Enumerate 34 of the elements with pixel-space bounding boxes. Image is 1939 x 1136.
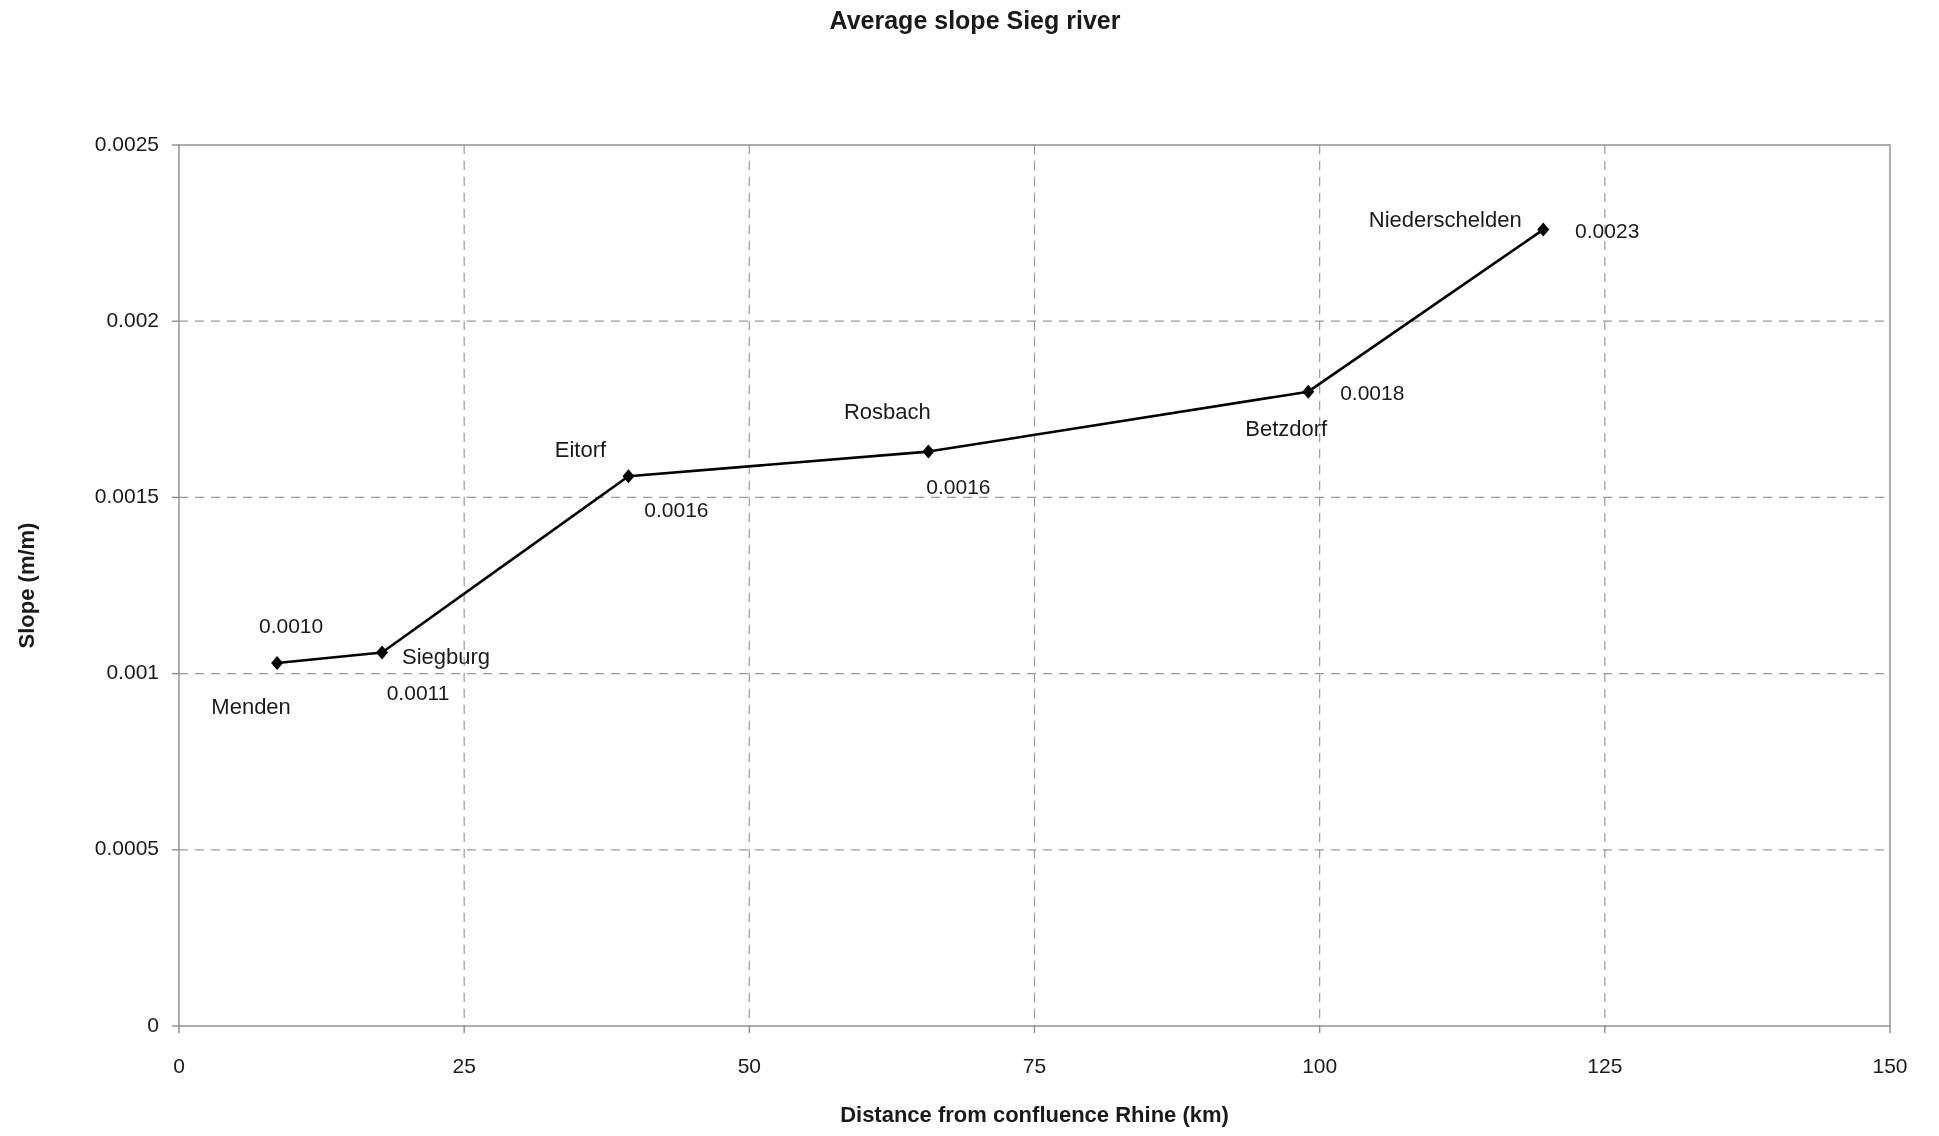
y-axis-title: Slope (m/m) [13,522,39,649]
y-tick-label: 0 [147,1012,159,1036]
y-tick-label: 0.0025 [94,131,159,155]
annotation: Menden [211,693,291,719]
data-label: 0.0016 [926,475,991,499]
y-tick-label: 0.0015 [94,483,159,507]
point [922,444,935,459]
point [1537,222,1550,237]
x-axis-title: Distance from confluence Rhine (km) [840,1101,1229,1127]
point [622,469,635,484]
x-tick-label: 50 [737,1053,762,1077]
point [271,656,284,671]
x-tick-label: 100 [1302,1053,1338,1077]
x-tick-label: 25 [452,1053,476,1077]
chart-title: Average slope Sieg river [829,5,1121,34]
point [376,645,389,660]
y-tick-label: 0.0005 [94,836,159,860]
annotation: Siegburg [402,644,491,670]
data-label: 0.0016 [644,497,709,521]
data-label: 0.0018 [1340,381,1405,405]
annotation: Betzdorf [1245,416,1329,442]
data-label: 0.0023 [1575,219,1640,243]
annotation: Rosbach [844,399,931,425]
x-tick-label: 150 [1872,1053,1908,1077]
data-label: 0.0011 [386,681,450,704]
data-label: 0.0010 [258,613,324,637]
y-tick-label: 0.001 [106,660,159,684]
annotation: Niederschelden [1368,207,1522,233]
x-tick-label: 0 [173,1053,185,1077]
x-tick-label: 75 [1022,1053,1047,1077]
annotation: Eitorf [554,437,607,463]
x-tick-label: 125 [1587,1053,1623,1077]
y-tick-label: 0.002 [106,307,159,331]
point [1302,384,1315,399]
